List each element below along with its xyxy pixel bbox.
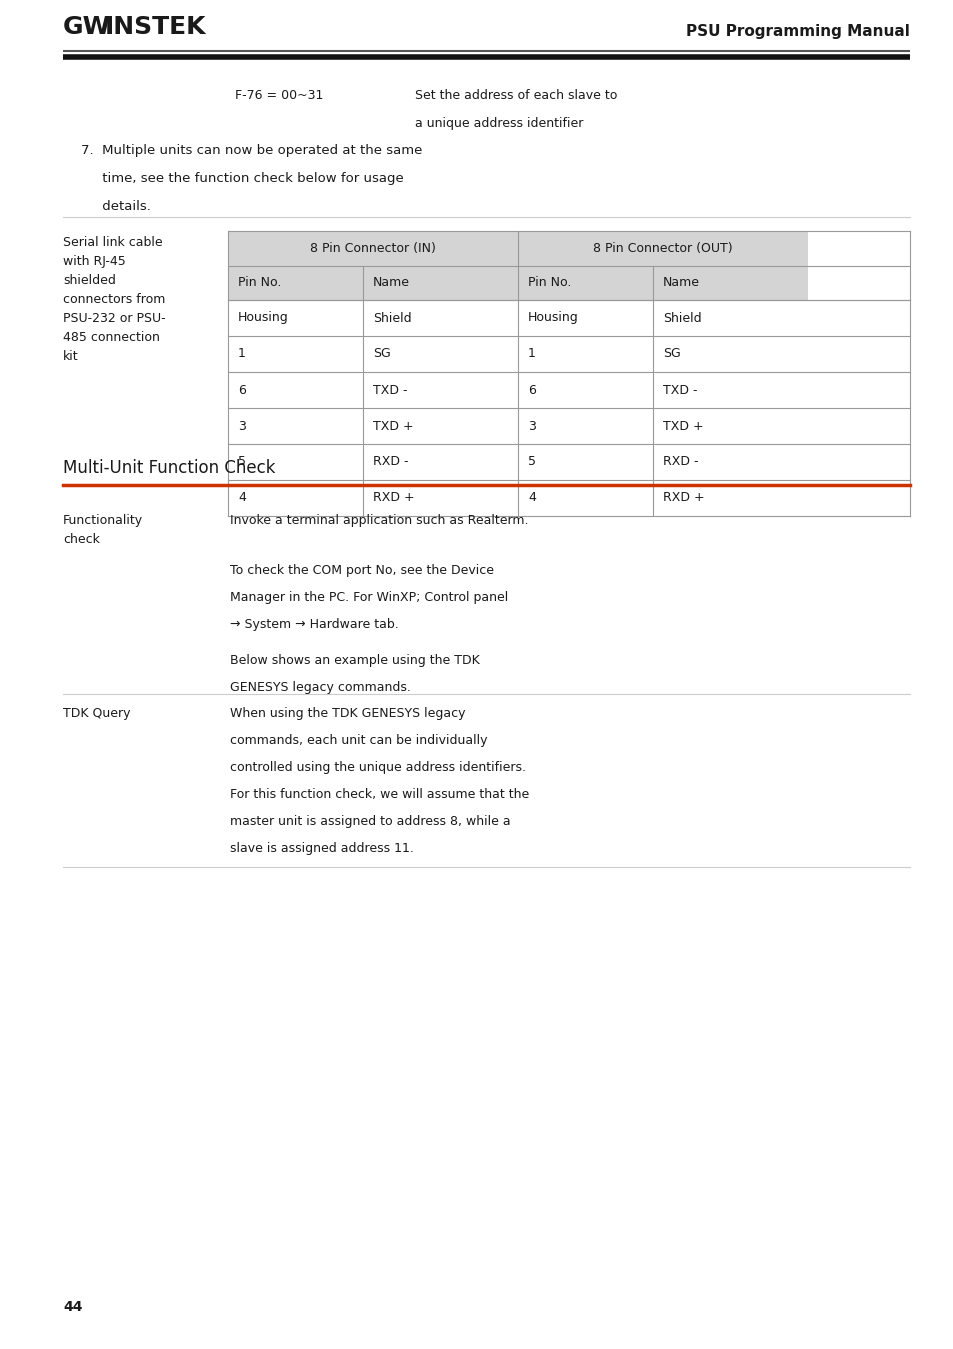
Text: Shield: Shield bbox=[373, 312, 411, 325]
Text: GW: GW bbox=[63, 15, 112, 39]
Text: 1: 1 bbox=[237, 348, 246, 360]
Text: controlled using the unique address identifiers.: controlled using the unique address iden… bbox=[230, 761, 525, 774]
Text: RXD -: RXD - bbox=[662, 456, 698, 468]
Text: Invoke a terminal application such as Realterm.: Invoke a terminal application such as Re… bbox=[230, 514, 528, 527]
Text: a unique address identifier: a unique address identifier bbox=[415, 117, 583, 130]
Text: Name: Name bbox=[662, 277, 700, 290]
Text: Serial link cable
with RJ-45
shielded
connectors from
PSU-232 or PSU-
485 connec: Serial link cable with RJ-45 shielded co… bbox=[63, 236, 166, 363]
Text: master unit is assigned to address 8, while a: master unit is assigned to address 8, wh… bbox=[230, 815, 510, 828]
Text: 4: 4 bbox=[237, 491, 246, 505]
Text: For this function check, we will assume that the: For this function check, we will assume … bbox=[230, 788, 529, 801]
FancyBboxPatch shape bbox=[652, 266, 807, 299]
FancyBboxPatch shape bbox=[652, 372, 807, 407]
FancyBboxPatch shape bbox=[228, 407, 363, 444]
FancyBboxPatch shape bbox=[652, 336, 807, 372]
FancyBboxPatch shape bbox=[517, 231, 807, 266]
Text: TDK Query: TDK Query bbox=[63, 707, 131, 720]
Text: 6: 6 bbox=[237, 383, 246, 397]
FancyBboxPatch shape bbox=[363, 266, 517, 299]
FancyBboxPatch shape bbox=[228, 266, 363, 299]
Text: 7.  Multiple units can now be operated at the same: 7. Multiple units can now be operated at… bbox=[81, 144, 422, 156]
Text: details.: details. bbox=[81, 200, 151, 213]
Text: TXD -: TXD - bbox=[373, 383, 407, 397]
Text: INSTEK: INSTEK bbox=[105, 15, 206, 39]
Text: Shield: Shield bbox=[662, 312, 700, 325]
Text: TXD -: TXD - bbox=[662, 383, 697, 397]
Text: 5: 5 bbox=[237, 456, 246, 468]
FancyBboxPatch shape bbox=[363, 444, 517, 480]
Text: F-76 = 00~31: F-76 = 00~31 bbox=[234, 89, 323, 103]
Text: Housing: Housing bbox=[527, 312, 578, 325]
FancyBboxPatch shape bbox=[363, 480, 517, 517]
FancyBboxPatch shape bbox=[363, 336, 517, 372]
Text: RXD +: RXD + bbox=[373, 491, 415, 505]
FancyBboxPatch shape bbox=[228, 372, 363, 407]
Text: PSU Programming Manual: PSU Programming Manual bbox=[685, 24, 909, 39]
Text: 8 Pin Connector (OUT): 8 Pin Connector (OUT) bbox=[593, 241, 732, 255]
Text: SG: SG bbox=[373, 348, 391, 360]
Text: 8 Pin Connector (IN): 8 Pin Connector (IN) bbox=[310, 241, 436, 255]
FancyBboxPatch shape bbox=[228, 231, 517, 266]
FancyBboxPatch shape bbox=[228, 336, 363, 372]
Text: RXD +: RXD + bbox=[662, 491, 704, 505]
Text: 3: 3 bbox=[237, 420, 246, 433]
FancyBboxPatch shape bbox=[652, 480, 807, 517]
Text: Pin No.: Pin No. bbox=[527, 277, 571, 290]
Text: 4: 4 bbox=[527, 491, 536, 505]
Text: commands, each unit can be individually: commands, each unit can be individually bbox=[230, 734, 487, 747]
FancyBboxPatch shape bbox=[517, 299, 652, 336]
FancyBboxPatch shape bbox=[652, 299, 807, 336]
Text: 3: 3 bbox=[527, 420, 536, 433]
FancyBboxPatch shape bbox=[363, 299, 517, 336]
Text: SG: SG bbox=[662, 348, 680, 360]
Text: 44: 44 bbox=[63, 1300, 82, 1314]
Text: Pin No.: Pin No. bbox=[237, 277, 281, 290]
FancyBboxPatch shape bbox=[228, 480, 363, 517]
Text: To check the COM port No, see the Device: To check the COM port No, see the Device bbox=[230, 564, 494, 577]
Text: TXD +: TXD + bbox=[662, 420, 703, 433]
Text: 5: 5 bbox=[527, 456, 536, 468]
Text: TXD +: TXD + bbox=[373, 420, 414, 433]
FancyBboxPatch shape bbox=[517, 444, 652, 480]
Text: slave is assigned address 11.: slave is assigned address 11. bbox=[230, 842, 414, 855]
Text: → System → Hardware tab.: → System → Hardware tab. bbox=[230, 618, 398, 631]
FancyBboxPatch shape bbox=[363, 372, 517, 407]
Text: When using the TDK GENESYS legacy: When using the TDK GENESYS legacy bbox=[230, 707, 465, 720]
FancyBboxPatch shape bbox=[517, 480, 652, 517]
Text: RXD -: RXD - bbox=[373, 456, 408, 468]
Text: time, see the function check below for usage: time, see the function check below for u… bbox=[81, 173, 403, 185]
Text: Multi-Unit Function Check: Multi-Unit Function Check bbox=[63, 459, 275, 478]
Text: GENESYS legacy commands.: GENESYS legacy commands. bbox=[230, 681, 411, 693]
Text: 6: 6 bbox=[527, 383, 536, 397]
Text: Housing: Housing bbox=[237, 312, 289, 325]
Text: Below shows an example using the TDK: Below shows an example using the TDK bbox=[230, 654, 479, 666]
FancyBboxPatch shape bbox=[517, 407, 652, 444]
FancyBboxPatch shape bbox=[517, 372, 652, 407]
FancyBboxPatch shape bbox=[228, 299, 363, 336]
FancyBboxPatch shape bbox=[517, 336, 652, 372]
Text: Name: Name bbox=[373, 277, 410, 290]
FancyBboxPatch shape bbox=[652, 407, 807, 444]
FancyBboxPatch shape bbox=[517, 266, 652, 299]
Text: Manager in the PC. For WinXP; Control panel: Manager in the PC. For WinXP; Control pa… bbox=[230, 591, 508, 604]
Text: 1: 1 bbox=[527, 348, 536, 360]
FancyBboxPatch shape bbox=[652, 444, 807, 480]
FancyBboxPatch shape bbox=[228, 444, 363, 480]
FancyBboxPatch shape bbox=[363, 407, 517, 444]
Text: Set the address of each slave to: Set the address of each slave to bbox=[415, 89, 617, 103]
Text: Functionality
check: Functionality check bbox=[63, 514, 143, 546]
